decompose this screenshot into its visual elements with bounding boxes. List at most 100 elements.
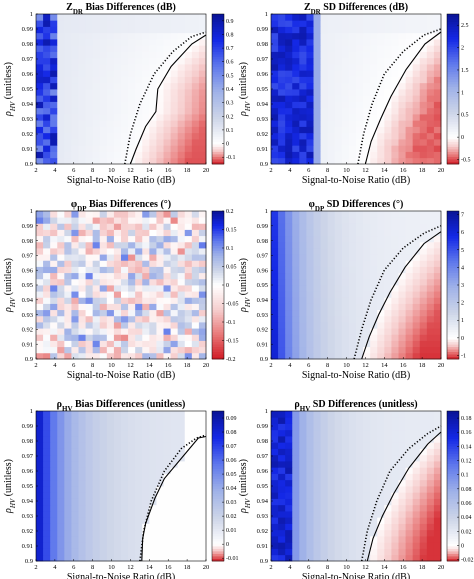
heatmap-cell — [121, 278, 129, 286]
heatmap-cell — [384, 334, 392, 341]
heatmap-cell — [113, 473, 122, 481]
heatmap-cell — [113, 417, 122, 424]
heatmap-cell — [292, 479, 300, 487]
heatmap-cell — [426, 76, 435, 84]
colorbar: 0.20.150.10.050-0.05-0.1-0.15-0.2 — [211, 209, 239, 363]
heatmap-cell — [356, 467, 364, 474]
heatmap-cell — [149, 126, 157, 134]
heatmap-cell — [278, 322, 286, 329]
heatmap-cell — [320, 486, 329, 493]
heatmap-cell — [156, 114, 164, 121]
heatmap-cell — [85, 229, 94, 237]
heatmap-cell — [92, 417, 101, 424]
heatmap-cell — [156, 554, 164, 562]
heatmap-cell — [327, 14, 336, 21]
heatmap-cell — [299, 70, 307, 77]
heatmap-cell — [313, 101, 321, 109]
heatmap-cell — [341, 101, 350, 109]
heatmap-cell — [50, 309, 58, 317]
colorbar-swatch — [447, 260, 459, 264]
colorbar-swatch — [447, 285, 459, 288]
heatmap-cell — [405, 51, 414, 59]
heatmap-cell — [377, 223, 385, 230]
heatmap-cell — [92, 157, 101, 165]
heatmap-cell — [405, 254, 414, 261]
heatmap-cell — [50, 139, 58, 146]
heatmap-cell — [278, 57, 286, 65]
heatmap-cell — [128, 529, 136, 537]
heatmap-cell — [412, 114, 421, 121]
heatmap-cell — [285, 248, 293, 255]
heatmap-cell — [363, 448, 371, 456]
heatmap-cell — [398, 120, 406, 127]
heatmap-cell — [198, 139, 207, 146]
heatmap-cell — [412, 278, 421, 286]
heatmap-cell — [412, 461, 421, 468]
heatmap-cell — [271, 51, 279, 59]
heatmap-cell — [271, 217, 279, 224]
heatmap-cell — [64, 70, 72, 77]
heatmap-cell — [313, 235, 321, 243]
heatmap-cell — [121, 145, 129, 152]
heatmap-cell — [426, 145, 435, 152]
heatmap-cell — [348, 248, 357, 255]
heatmap-cell — [426, 436, 435, 443]
heatmap-cell — [292, 542, 300, 549]
heatmap-cell — [299, 467, 307, 474]
heatmap-cell — [391, 454, 399, 462]
heatmap-cell — [285, 523, 293, 531]
heatmap-cell — [163, 89, 171, 96]
heatmap-cell — [426, 14, 435, 21]
heatmap-cell — [278, 442, 286, 449]
x-tick-label: 16 — [400, 362, 407, 369]
heatmap-cell — [391, 517, 399, 524]
heatmap-cell — [163, 51, 171, 59]
heatmap-cell — [271, 315, 279, 323]
heatmap-cell — [278, 340, 286, 348]
heatmap-cell — [391, 145, 399, 152]
colorbar-swatch — [212, 121, 224, 125]
heatmap-cell — [341, 291, 350, 298]
colorbar-swatch — [447, 116, 459, 120]
heatmap-cell — [64, 309, 72, 317]
heatmap-cell — [50, 315, 58, 323]
heatmap-cell — [121, 536, 129, 543]
heatmap-cell — [313, 45, 321, 52]
colorbar-tick-label: 1 — [461, 90, 464, 96]
heatmap-cell — [71, 82, 79, 90]
heatmap-cell — [78, 461, 86, 468]
heatmap-cell — [299, 340, 307, 348]
heatmap-cell — [341, 448, 350, 456]
y-tick-label: 1 — [30, 11, 33, 18]
heatmap-cell — [198, 223, 207, 230]
colorbar-swatch — [212, 51, 224, 55]
heatmap-cell — [334, 57, 343, 65]
heatmap-cell — [184, 291, 193, 298]
heatmap-cell — [377, 285, 385, 292]
heatmap-cell — [327, 39, 336, 46]
heatmap-cell — [121, 70, 129, 77]
colorbar-swatch — [212, 418, 224, 422]
heatmap-cell — [433, 486, 442, 493]
heatmap-cell — [285, 309, 293, 317]
heatmap-cell — [71, 315, 79, 323]
heatmap-cell — [198, 297, 207, 304]
colorbar-swatch — [212, 326, 224, 330]
heatmap-cell — [271, 297, 279, 304]
heatmap-cell — [128, 473, 136, 481]
heatmap-cell — [341, 26, 350, 34]
heatmap-cell — [113, 554, 122, 562]
heatmap-cell — [43, 235, 51, 243]
colorbar-swatch — [447, 538, 459, 542]
heatmap-cell — [313, 114, 321, 121]
colorbar-tick-label: 0.3 — [226, 101, 234, 107]
heatmap-cell — [71, 429, 79, 437]
colorbar-swatch — [212, 84, 224, 87]
heatmap-cell — [356, 417, 364, 424]
heatmap-cell — [320, 76, 329, 84]
heatmap-cell — [419, 51, 428, 59]
heatmap-cell — [113, 303, 122, 311]
heatmap-cell — [341, 64, 350, 71]
heatmap-cell — [64, 542, 72, 549]
heatmap-cell — [405, 45, 414, 52]
